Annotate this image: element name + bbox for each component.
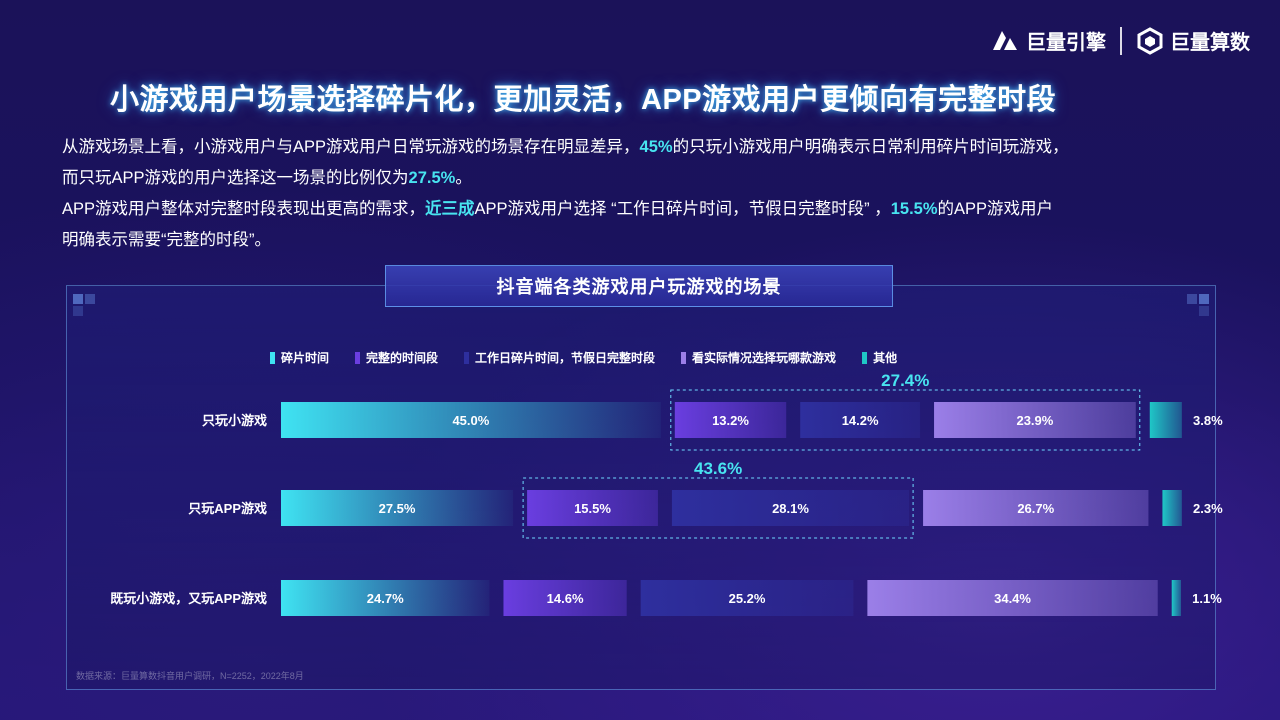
legend-swatch xyxy=(464,351,470,364)
description-line-4: 明确表示需要“完整的时段”。 xyxy=(62,225,1222,256)
desc-text: APP游戏用户选择 “工作日碎片时间，节假日完整时段” ， xyxy=(474,200,891,218)
description-line-2: 而只玩APP游戏的用户选择这一场景的比例仅为27.5%。 xyxy=(62,163,1222,194)
legend-swatch xyxy=(681,351,687,364)
desc-text: 。 xyxy=(455,169,472,187)
logo-left-text: 巨量引擎 xyxy=(1026,32,1106,54)
logo-divider xyxy=(1120,26,1122,55)
desc-text: APP游戏用户整体对完整时段表现出更高的需求， xyxy=(62,200,426,218)
legend-label: 完整的时间段 xyxy=(366,351,439,365)
legend-swatch xyxy=(355,351,361,364)
legend-item: 碎片时间 xyxy=(270,349,329,366)
legend-label: 工作日碎片时间，节假日完整时段 xyxy=(475,351,656,365)
legend-label: 看实际情况选择玩哪款游戏 xyxy=(692,351,837,365)
desc-highlight: 15.5% xyxy=(890,200,938,218)
page-title: 小游戏用户场景选择碎片化，更加灵活，APP游戏用户更倾向有完整时段 xyxy=(110,84,1057,116)
juliang-engine-logo: 巨量引擎 xyxy=(990,26,1106,55)
desc-text: 的只玩小游戏用户明确表示日常利用碎片时间玩游戏， xyxy=(672,138,1069,156)
legend-item: 工作日碎片时间，节假日完整时段 xyxy=(464,349,655,366)
chart-panel xyxy=(66,285,1216,690)
description: 从游戏场景上看，小游戏用户与APP游戏用户日常玩游戏的场景存在明显差异，45%的… xyxy=(62,132,1222,256)
data-source-note: 数据来源：巨量算数抖音用户调研，N=2252，2022年8月 xyxy=(76,671,304,681)
legend-item: 完整的时间段 xyxy=(355,349,438,366)
juliang-suanshu-logo: 巨量算数 xyxy=(1136,26,1250,55)
desc-highlight: 近三成 xyxy=(425,200,475,218)
panel-corner-deco xyxy=(1199,294,1209,304)
chart-title: 抖音端各类游戏用户玩游戏的场景 xyxy=(385,265,893,307)
legend-item: 其他 xyxy=(862,349,897,366)
legend-item: 看实际情况选择玩哪款游戏 xyxy=(681,349,836,366)
logo-right-text: 巨量算数 xyxy=(1170,32,1250,54)
legend-label: 碎片时间 xyxy=(281,351,330,365)
panel-corner-deco xyxy=(1199,306,1209,316)
description-line-1: 从游戏场景上看，小游戏用户与APP游戏用户日常玩游戏的场景存在明显差异，45%的… xyxy=(62,132,1222,163)
legend-swatch xyxy=(862,351,868,364)
panel-corner-deco xyxy=(1187,294,1197,304)
suanshu-logo-icon xyxy=(1137,26,1163,55)
desc-text: 而只玩APP游戏的用户选择这一场景的比例仅为 xyxy=(62,169,409,187)
legend-label: 其他 xyxy=(873,351,898,365)
description-line-3: APP游戏用户整体对完整时段表现出更高的需求，近三成APP游戏用户选择 “工作日… xyxy=(62,194,1222,225)
chart-legend: 碎片时间 完整的时间段 工作日碎片时间，节假日完整时段 看实际情况选择玩哪款游戏 其他 xyxy=(270,349,897,366)
legend-swatch xyxy=(270,351,275,364)
desc-text: 明确表示需要“完整的时段”。 xyxy=(62,231,271,249)
logo-bar: 巨量引擎 巨量算数 xyxy=(990,26,1250,55)
engine-logo-icon xyxy=(993,30,1017,50)
panel-corner-deco xyxy=(73,294,83,304)
desc-text: 从游戏场景上看，小游戏用户与APP游戏用户日常玩游戏的场景存在明显差异， xyxy=(62,138,640,156)
panel-corner-deco xyxy=(85,294,95,304)
desc-highlight: 27.5% xyxy=(408,169,456,187)
panel-corner-deco xyxy=(73,306,83,316)
desc-text: 的APP游戏用户 xyxy=(937,200,1054,218)
desc-highlight: 45% xyxy=(639,138,673,156)
